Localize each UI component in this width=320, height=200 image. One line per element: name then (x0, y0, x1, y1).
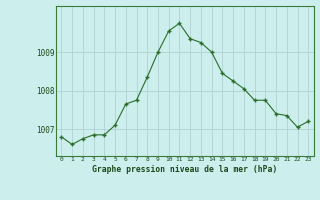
X-axis label: Graphe pression niveau de la mer (hPa): Graphe pression niveau de la mer (hPa) (92, 165, 277, 174)
